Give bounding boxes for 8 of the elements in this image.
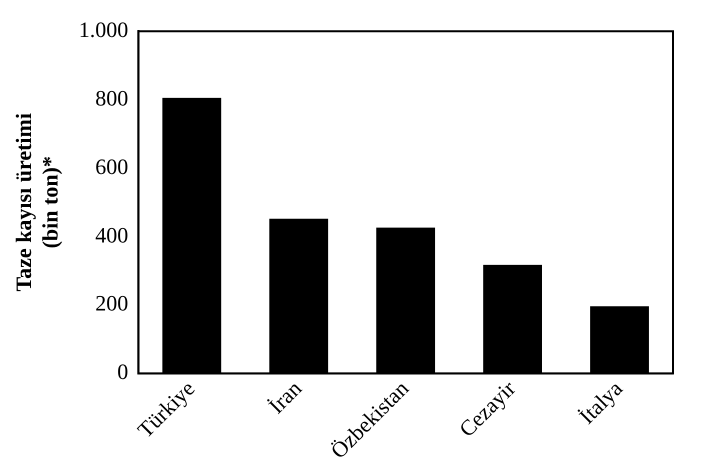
y-tick-label: 400 xyxy=(95,222,128,248)
y-tick-label: 1.000 xyxy=(78,16,128,42)
y-axis-title: Taze kayısı üretimi (bin ton)* xyxy=(10,113,62,292)
x-tick-label: İran xyxy=(264,376,306,418)
y-tick-label: 0 xyxy=(117,359,128,384)
y-tick-label: 800 xyxy=(95,85,128,110)
y-tick-label: 200 xyxy=(95,290,128,316)
y-tick-label: 600 xyxy=(95,154,128,179)
